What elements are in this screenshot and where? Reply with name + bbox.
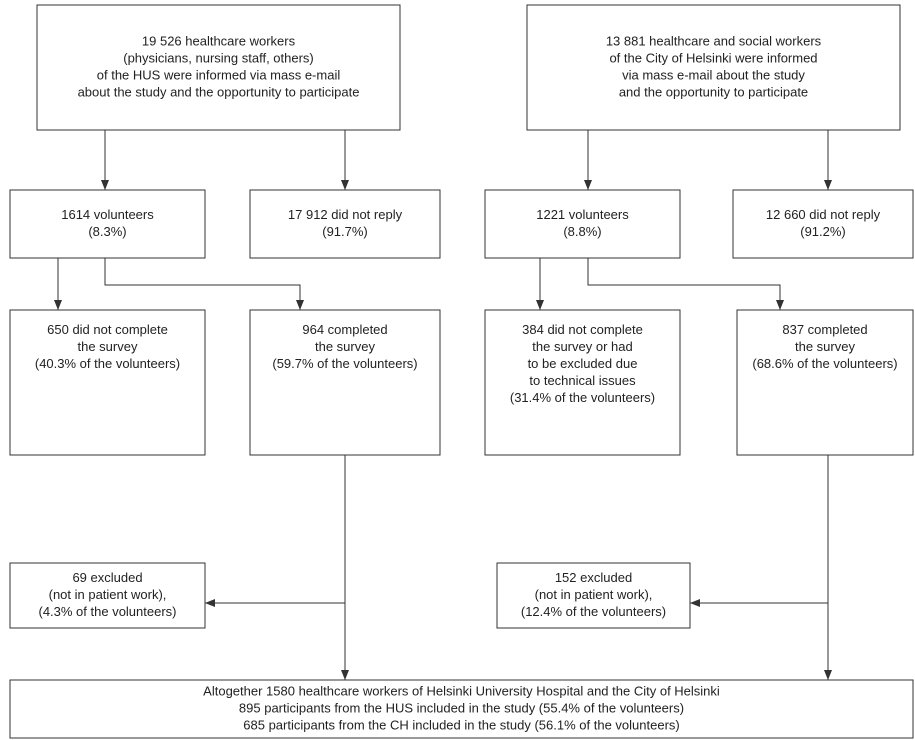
node-label: 1614 volunteers [61,207,154,222]
node-label: 685 participants from the CH included in… [243,717,679,732]
node-label: (40.3% of the volunteers) [35,356,180,371]
node-label: 19 526 healthcare workers [142,33,296,48]
node-box [736,309,914,456]
node-label: the survey [78,339,138,354]
node-label: the survey [315,339,375,354]
node-label: (4.3% of the volunteers) [38,604,176,619]
node-label: 12 660 did not reply [766,207,881,222]
node-label: (59.7% of the volunteers) [272,356,417,371]
node-box [9,189,206,259]
node-label: 17 912 did not reply [288,207,403,222]
node-box [484,189,681,259]
node-label: (31.4% of the volunteers) [510,390,655,405]
arrow [104,258,304,310]
node-label: the survey [795,339,855,354]
node-box [9,309,206,456]
node-label: 964 completed [302,322,387,337]
node-box [9,679,914,739]
node-box [9,562,206,629]
node-label: 152 excluded [555,570,632,585]
node-label: (8.8%) [563,224,601,239]
node-label: to be excluded due [528,356,638,371]
node-label: 1221 volunteers [536,207,629,222]
node-box [526,4,901,131]
node-label: to technical issues [529,373,636,388]
node-label: of the HUS were informed via mass e-mail [97,67,341,82]
node-label: (68.6% of the volunteers) [752,356,897,371]
node-label: (8.3%) [88,224,126,239]
connectors [54,130,832,680]
node-label: (91.2%) [800,224,846,239]
node-label: via mass e-mail about the study [622,67,805,82]
node-label: 650 did not complete [47,322,168,337]
node-label: (12.4% of the volunteers) [521,604,666,619]
node-label: of the City of Helsinki were informed [609,50,817,65]
node-label: (not in patient work), [535,587,653,602]
node-box [249,189,441,259]
node-label: and the opportunity to participate [619,84,808,99]
node-label: 384 did not complete [522,322,643,337]
node-label: about the study and the opportunity to p… [78,84,360,99]
node-label: (91.7%) [322,224,368,239]
node-label: 895 participants from the HUS included i… [239,700,684,715]
node-box [732,189,914,259]
node-label: (not in patient work), [49,587,167,602]
node-box [496,562,691,629]
node-box [36,4,401,131]
node-box [249,309,441,456]
node-label: (physicians, nursing staff, others) [123,50,314,65]
node-label: the survey or had [532,339,632,354]
node-label: 13 881 healthcare and social workers [606,33,822,48]
arrow [587,258,784,310]
node-label: Altogether 1580 healthcare workers of He… [203,683,720,698]
node-label: 69 excluded [72,570,142,585]
node-box [484,309,681,456]
node-label: 837 completed [782,322,867,337]
